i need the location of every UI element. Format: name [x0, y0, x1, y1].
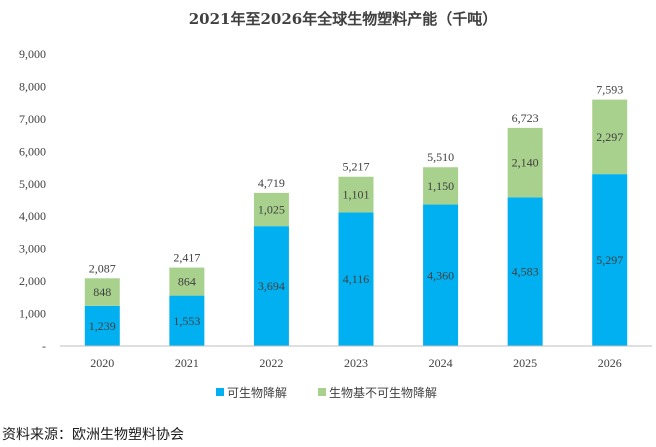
total-label: 5,217: [343, 160, 370, 174]
bar-segment-non-biodegradable: [84, 278, 120, 306]
data-label: 1,150: [427, 179, 454, 193]
y-tick-label: 1,000: [19, 307, 46, 321]
total-label: 4,719: [258, 176, 285, 190]
data-label: 1,025: [258, 203, 285, 217]
y-tick-label: 8,000: [19, 79, 46, 93]
bar-segment-biodegradable: [338, 212, 374, 346]
x-tick-label: 2025: [513, 356, 537, 370]
y-tick-label: 4,000: [19, 209, 46, 223]
x-tick-label: 2026: [598, 356, 622, 370]
x-tick-label: 2024: [429, 356, 453, 370]
total-label: 2,087: [89, 261, 116, 275]
source-note: 资料来源：欧洲生物塑料协会: [2, 427, 184, 443]
data-label: 864: [178, 275, 196, 289]
bar-segment-biodegradable: [169, 295, 205, 346]
data-label: 5,297: [596, 253, 623, 267]
data-label: 1,239: [89, 319, 116, 333]
data-label: 1,553: [173, 314, 200, 328]
chart-title: 2021年至2026年全球生物塑料产能（千吨）: [189, 10, 498, 28]
y-tick-label: -: [42, 339, 46, 353]
data-label: 4,116: [343, 272, 370, 286]
y-tick-label: 9,000: [19, 47, 46, 61]
legend-label: 可生物降解: [227, 386, 287, 400]
x-tick-label: 2020: [90, 356, 114, 370]
data-label: 4,360: [427, 268, 454, 282]
bar-plot-area: 1,239 848 2,087 1,553 864 2,417 3,694 1,025 4,71…: [84, 83, 628, 346]
data-label: 1,101: [343, 188, 370, 202]
x-axis: 2020 2021 2022 2023 2024 2025 2026: [90, 356, 621, 370]
y-tick-label: 7,000: [19, 112, 46, 126]
x-tick-label: 2022: [259, 356, 283, 370]
total-label: 7,593: [596, 83, 623, 97]
legend-swatch: [216, 388, 224, 396]
bar-segment-biodegradable: [592, 174, 628, 346]
total-label: 2,417: [173, 251, 200, 265]
bar-segment-biodegradable: [507, 197, 543, 346]
y-tick-label: 6,000: [19, 144, 46, 158]
x-tick-label: 2023: [344, 356, 368, 370]
bar-segment-non-biodegradable: [592, 99, 628, 175]
bar-segment-non-biodegradable: [253, 192, 289, 227]
legend-swatch: [318, 388, 326, 396]
data-label: 2,140: [512, 156, 539, 170]
y-axis: - 1,000 2,000 3,000 4,000 5,000 6,000 7,000 8,00…: [19, 47, 46, 353]
data-label: 2,297: [596, 130, 623, 144]
bar-segment-non-biodegradable: [169, 267, 205, 296]
bar-segment-biodegradable: [84, 305, 120, 346]
data-label: 3,694: [258, 279, 285, 293]
y-tick-label: 3,000: [19, 242, 46, 256]
bar-segment-biodegradable: [423, 204, 459, 346]
data-label: 4,583: [512, 265, 539, 279]
bar-segment-non-biodegradable: [338, 176, 374, 213]
total-label: 5,510: [427, 150, 454, 164]
bar-segment-biodegradable: [253, 226, 289, 346]
y-tick-label: 5,000: [19, 177, 46, 191]
x-tick-label: 2021: [175, 356, 199, 370]
total-label: 6,723: [512, 111, 539, 125]
legend-label: 生物基不可生物降解: [329, 386, 437, 400]
y-tick-label: 2,000: [19, 274, 46, 288]
bar-segment-non-biodegradable: [507, 127, 543, 198]
bar-segment-non-biodegradable: [423, 167, 459, 205]
data-label: 848: [93, 285, 111, 299]
legend: 可生物降解 生物基不可生物降解: [216, 386, 437, 400]
